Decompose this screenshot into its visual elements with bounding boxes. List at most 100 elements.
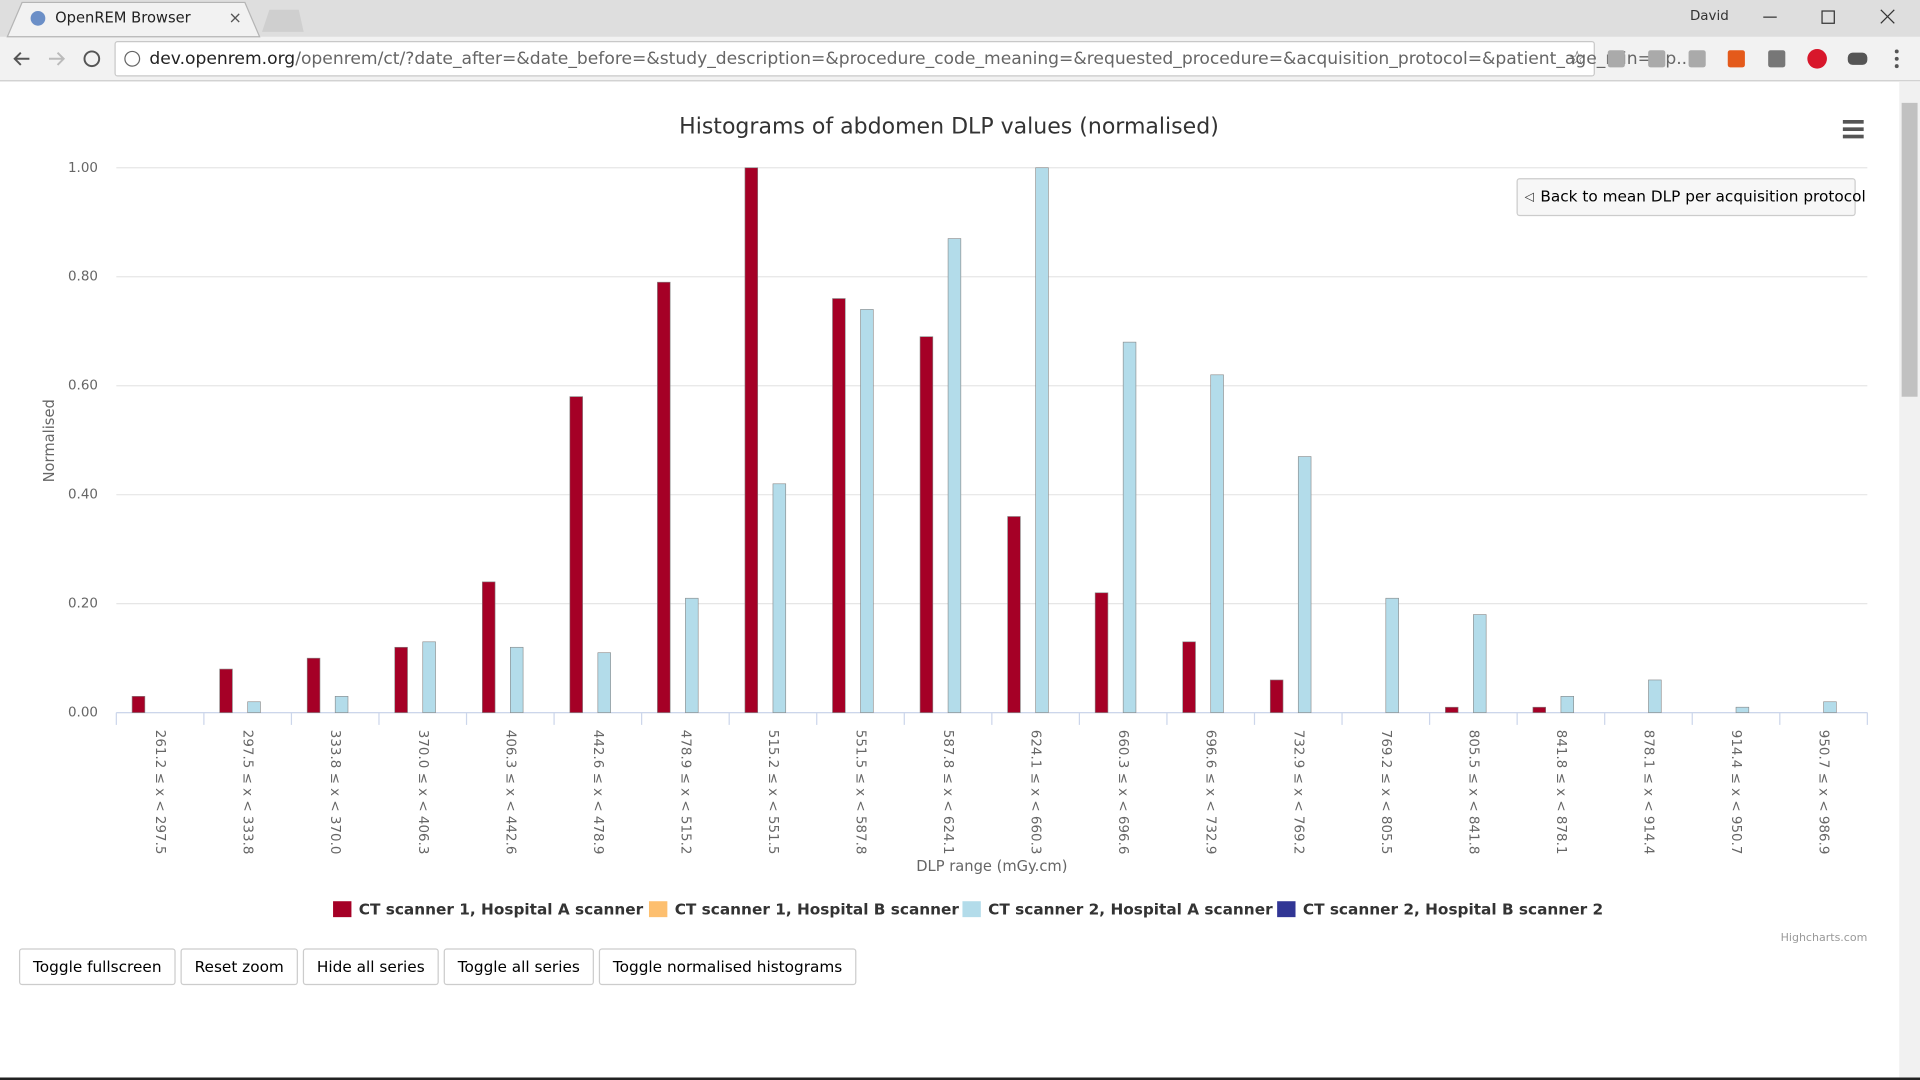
tab-close[interactable]: × [228,8,241,27]
ext-icon[interactable] [1688,50,1706,68]
bookmark-star[interactable]: ☆ [1568,46,1586,69]
close-window[interactable] [1880,9,1895,24]
x-tick-label: 660.3 ≤ x < 696.6 [1115,730,1130,855]
ext-icon[interactable] [1807,48,1827,69]
y-tick-label: 0.80 [68,270,98,285]
bar [919,336,934,713]
button-label: Toggle normalised histograms [612,958,842,976]
y-axis-label: Normalised [41,399,58,482]
bar [334,696,349,713]
x-tick-label: 261.2 ≤ x < 297.5 [152,730,167,855]
button[interactable] [443,948,594,986]
profile-name[interactable]: David [1690,9,1729,24]
url-path: /openrem/ct/?date_after=&date_before=&st… [295,49,1692,69]
legend-swatch[interactable] [648,901,668,918]
ext-icon[interactable] [1768,50,1786,68]
tab[interactable] [6,1,261,38]
ext-icon[interactable] [1648,50,1666,68]
button[interactable] [180,948,298,986]
forward[interactable] [48,51,66,66]
button[interactable] [18,948,176,986]
legend-label: CT scanner 2, Hospital B scanner 2 [1303,900,1603,918]
extensions [1607,48,1868,69]
back-icon: ◁ [1524,190,1534,204]
x-tick-label: 478.9 ≤ x < 515.2 [677,730,692,855]
bar [219,668,233,713]
new-tab[interactable] [262,9,304,32]
bar [1035,167,1049,713]
legend-swatch[interactable] [962,901,981,918]
x-tick-label: 587.8 ≤ x < 624.1 [940,730,955,855]
bar [131,696,146,713]
tab-strip [0,0,1920,37]
button-label: Hide all series [317,958,425,976]
address-bar[interactable] [114,41,1595,77]
bar [860,309,874,713]
bar [832,298,846,713]
y-tick-label: 0.20 [68,597,98,612]
x-tick-label: 805.5 ≤ x < 841.8 [1465,730,1480,855]
url-host: dev.openrem.org [149,49,295,69]
chart-title: Histograms of abdomen DLP values (normal… [679,114,1219,139]
x-tick-label: 297.5 ≤ x < 333.8 [240,730,255,855]
button-label: Toggle fullscreen [32,958,161,976]
y-tick-label: 0.60 [68,379,98,394]
button[interactable] [598,948,857,986]
x-tick-label: 333.8 ≤ x < 370.0 [327,730,342,855]
bar [481,581,496,713]
credits[interactable]: Highcharts.com [1781,931,1868,944]
url: dev.openrem.org/openrem/ct/?date_after=&… [149,49,1692,69]
bar [1532,706,1546,713]
x-tick-label: 370.0 ≤ x < 406.3 [415,730,430,855]
bar [247,701,261,713]
x-tick-label: 878.1 ≤ x < 914.4 [1640,730,1655,855]
ext-icon[interactable] [1607,50,1625,68]
x-tick-label: 769.2 ≤ x < 805.5 [1378,730,1393,855]
bar [1445,706,1459,713]
bar [1648,679,1662,713]
x-tick-label: 442.6 ≤ x < 478.9 [590,730,605,855]
bar [657,281,671,713]
bar [394,646,408,713]
bar [1385,597,1399,713]
bar [422,641,436,713]
back-button[interactable] [1516,178,1856,217]
x-tick-label: 841.8 ≤ x < 878.1 [1553,730,1568,855]
bar [1735,706,1750,713]
button-row: Toggle fullscreen Reset zoom Hide all seri… [18,948,857,986]
reload[interactable] [83,50,101,68]
x-tick-label: 950.7 ≤ x < 986.9 [1816,730,1831,855]
y-tick-label: 0.40 [68,488,98,503]
x-tick-label: 406.3 ≤ x < 442.6 [502,730,517,855]
legend-swatch[interactable] [1277,901,1296,918]
ext-icon[interactable] [1847,52,1868,65]
bar [1269,679,1284,713]
back[interactable] [13,51,30,66]
bar [1094,592,1109,713]
button[interactable] [302,948,439,986]
tab-title: OpenREM Browser [55,9,192,26]
bar [1297,456,1312,713]
bar [744,167,759,713]
scroll-thumb[interactable] [1901,102,1918,397]
y-tick-label: 1.00 [68,161,98,176]
bar [1823,701,1837,713]
x-tick-label: 696.6 ≤ x < 732.9 [1203,730,1218,855]
x-tick-label: 732.9 ≤ x < 769.2 [1290,730,1305,855]
chart-menu[interactable] [1842,120,1864,139]
legend-label: CT scanner 1, Hospital A scanner 1 [359,900,659,918]
x-tick-label: 624.1 ≤ x < 660.3 [1028,730,1043,855]
button-label: Reset zoom [195,958,284,976]
restore[interactable] [1821,10,1835,24]
bar [306,657,321,713]
legend-swatch[interactable] [333,901,352,918]
x-tick-label: 914.4 ≤ x < 950.7 [1728,730,1743,855]
x-tick-label: 515.2 ≤ x < 551.5 [765,730,780,855]
ext-icon[interactable] [1727,50,1745,68]
bar [772,483,787,713]
bar [1560,696,1575,713]
bar [569,396,583,713]
tab-icon [30,11,46,26]
menu[interactable] [1894,49,1899,69]
